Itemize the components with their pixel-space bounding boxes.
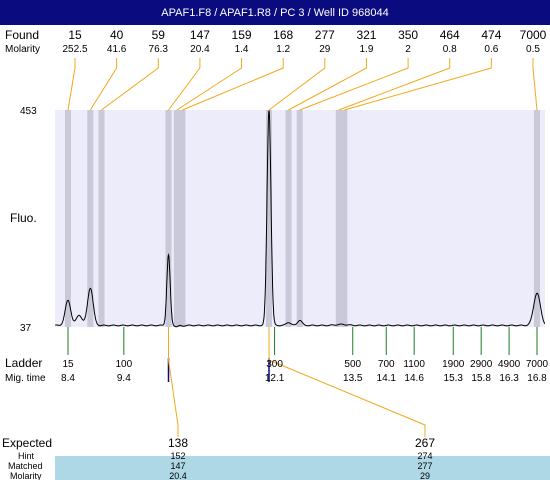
found-row-label: Found	[5, 28, 39, 42]
ladder-time-label: 8.4	[61, 373, 75, 384]
found-molarity-label: 1.9	[360, 44, 374, 55]
ladder-time-label: 14.1	[377, 373, 397, 384]
molarity-value-label: 29	[420, 471, 430, 480]
ladder-size-label: 700	[378, 359, 395, 370]
found-peak-band	[285, 110, 292, 327]
found-molarity-label: 252.5	[62, 44, 87, 55]
expected-callout-line	[168, 327, 179, 437]
ladder-time-label: 12.1	[265, 373, 285, 384]
found-callout-line	[268, 58, 326, 111]
found-size-label: 7000	[520, 28, 547, 42]
expected-row-label: Expected	[2, 436, 52, 450]
mig-time-row-label: Mig. time	[5, 373, 46, 384]
found-molarity-label: 2	[405, 44, 411, 55]
chart-title: APAF1.F8 / APAF1.R8 / PC 3 / Well ID 968…	[161, 6, 389, 19]
ladder-time-label: 15.8	[471, 373, 491, 384]
expected-size-label: 138	[168, 436, 188, 450]
ladder-time-label: 16.8	[527, 373, 547, 384]
hint-value-label: 152	[170, 451, 185, 461]
found-molarity-label: 29	[319, 44, 331, 55]
ladder-size-label: 15	[62, 359, 74, 370]
found-molarity-label: 41.6	[107, 44, 127, 55]
ladder-row-label: Ladder	[5, 356, 42, 370]
y-axis-label: Fluo.	[10, 211, 37, 225]
found-callout-line	[67, 58, 76, 111]
ladder-time-label: 15.3	[444, 373, 464, 384]
found-size-label: 350	[398, 28, 418, 42]
ladder-size-label: 300	[266, 359, 283, 370]
found-callout-line	[176, 58, 243, 111]
found-callout-line	[532, 58, 538, 111]
found-size-label: 15	[68, 28, 82, 42]
found-callout-line	[344, 58, 492, 111]
found-peak-band	[165, 110, 172, 327]
found-peak-band	[296, 110, 303, 327]
found-molarity-label: 0.8	[443, 44, 457, 55]
found-size-label: 168	[273, 28, 293, 42]
ladder-time-label: 13.5	[343, 373, 363, 384]
found-peak-band	[65, 110, 71, 327]
expected-callout-line	[268, 327, 426, 437]
found-callout-line	[299, 58, 409, 111]
found-molarity-label: 0.5	[526, 44, 540, 55]
found-size-label: 40	[110, 28, 124, 42]
found-peak-band	[87, 110, 94, 327]
ladder-time-label: 9.4	[117, 373, 131, 384]
found-peak-band	[98, 110, 105, 327]
found-callout-line	[101, 58, 159, 111]
molarity-bottom-row-label: Molarity	[10, 471, 42, 480]
found-molarity-label: 1.4	[235, 44, 249, 55]
hint-value-label: 274	[417, 451, 432, 461]
found-peak-band	[341, 110, 348, 327]
ladder-size-label: 2900	[470, 359, 493, 370]
found-peak-band	[335, 110, 342, 327]
fluorescence-trace	[54, 110, 546, 328]
ladder-size-label: 1900	[442, 359, 465, 370]
ladder-size-label: 500	[344, 359, 361, 370]
found-peak-band	[266, 110, 272, 327]
found-callout-line	[338, 58, 451, 111]
found-molarity-label: 76.3	[149, 44, 169, 55]
found-callout-line	[182, 58, 284, 111]
found-peak-band	[179, 110, 186, 327]
ladder-size-label: 4900	[498, 359, 521, 370]
found-size-label: 474	[481, 28, 501, 42]
found-molarity-label: 0.6	[484, 44, 498, 55]
found-size-label: 321	[356, 28, 376, 42]
hint-row-label: Hint	[18, 451, 35, 461]
ladder-size-label: 100	[115, 359, 132, 370]
found-molarity-label: 1.2	[276, 44, 290, 55]
ladder-time-label: 14.6	[404, 373, 424, 384]
matched-row-highlight	[55, 456, 550, 480]
y-tick-label: 453	[20, 106, 37, 117]
found-size-label: 59	[152, 28, 166, 42]
matched-value-label: 277	[417, 461, 432, 471]
ladder-size-label: 1100	[403, 359, 425, 370]
matched-row-label: Matched	[8, 461, 43, 471]
title-bar: APAF1.F8 / APAF1.R8 / PC 3 / Well ID 968…	[0, 0, 550, 25]
found-callout-line	[168, 58, 201, 111]
found-callout-line	[288, 58, 367, 111]
found-molarity-label: 20.4	[190, 44, 210, 55]
expected-size-label: 267	[415, 436, 435, 450]
molarity-value-label: 20.4	[169, 471, 187, 480]
found-size-label: 147	[190, 28, 210, 42]
ladder-size-label: 7000	[526, 359, 549, 370]
found-size-label: 464	[440, 28, 460, 42]
found-peak-band	[173, 110, 180, 327]
electropherogram-chart: Found Molarity Fluo. Ladder Mig. time Ex…	[2, 28, 550, 480]
found-peak-band	[534, 110, 540, 327]
ladder-time-label: 16.3	[499, 373, 519, 384]
found-size-label: 159	[232, 28, 252, 42]
y-tick-label: 37	[20, 323, 32, 334]
found-size-label: 277	[315, 28, 335, 42]
molarity-row-label: Molarity	[5, 44, 40, 55]
found-callout-line	[89, 58, 118, 111]
matched-value-label: 147	[170, 461, 185, 471]
